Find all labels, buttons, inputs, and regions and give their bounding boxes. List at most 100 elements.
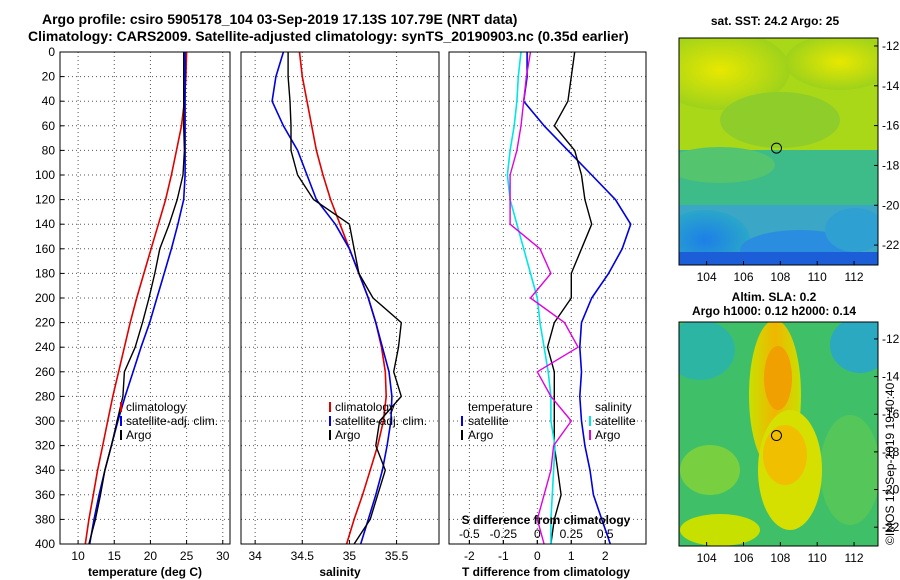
x-tick-label: 1 [568,549,575,563]
salinity-xlabel: salinity [319,565,361,579]
map-y-tick-label: -12 [882,39,900,53]
temperature-grid [60,52,230,544]
series-line-s-satellite [506,52,556,544]
temperature-panel: 0 20 40 60 80 100 120 140 160 180 200 220 240 260 280 3… [35,45,231,579]
temperature-x-ticks: 10 15 20 25 30 [71,540,230,563]
map-y-tick-label: -20 [882,198,900,212]
y-tick-label: 280 [35,389,55,403]
sst-map-x-ticks: 104 106 108 110 112 [697,261,864,284]
temperature-xlabel: temperature (deg C) [88,565,202,579]
legend-temperature-title: temperature [468,400,533,414]
y-tick-label: 300 [35,414,55,428]
x-tick-label: 15 [108,549,122,563]
salinity-lines [271,52,402,544]
series-line-climatology [84,52,188,544]
sla-map-title-2: Argo h1000: 0.12 h2000: 0.14 [692,304,856,318]
map-x-tick-label: 104 [697,270,717,284]
y-tick-label: 0 [48,45,55,59]
temperature-legend: climatology satellite-adj. clim. Argo [120,400,218,442]
series-line-satellite-adj-clim- [271,52,393,544]
y-tick-label: 200 [35,291,55,305]
map-y-tick-label: -18 [882,158,900,172]
y-tick-label: 160 [35,242,55,256]
map-x-tick-label: 108 [770,270,790,284]
x-tick-label: 30 [216,549,230,563]
legend-t-argo: Argo [468,428,494,442]
y-tick-label: 100 [35,168,55,182]
y-tick-label: 40 [42,94,56,108]
x-tick-label: 10 [71,549,85,563]
y-tick-label: 180 [35,266,55,280]
s-tick-label: -0.5 [459,527,480,541]
map-y-tick-label: -22 [882,520,900,534]
legend-climatology: climatology [126,400,186,414]
y-tick-label: 120 [35,193,55,207]
x-tick-label: 34 [248,549,262,563]
legend-s-argo: Argo [595,428,621,442]
s-tick-label: 0 [534,527,541,541]
legend-s-satellite: satellite [595,414,636,428]
title-line-2: Climatology: CARS2009. Satellite-adjuste… [28,28,629,44]
series-line-argo [287,52,402,544]
x-tick-label: 20 [144,549,158,563]
map-x-tick-label: 112 [844,551,863,565]
y-tick-label: 240 [35,340,55,354]
salinity-grid [241,52,439,544]
map-x-tick-label: 106 [733,270,753,284]
x-tick-label: 25 [180,549,194,563]
x-tick-label: 2 [602,549,609,563]
sst-map-y-ticks: -12 -14 -16 -18 -20 -22 [874,39,900,252]
argo-location-marker [770,142,782,154]
difference-frame [448,51,647,545]
map-y-tick-label: -14 [882,370,900,384]
series-line-argo [88,52,186,544]
salinity-x-ticks: 34 34.5 35 35.5 [248,540,409,563]
map-y-tick-label: -16 [882,407,900,421]
salinity-frame [240,51,440,545]
legend-salinity-title: salinity [595,400,632,414]
legend-satellite: satellite-adj. clim. [126,414,218,428]
s-tick-label: 0.5 [597,527,614,541]
y-tick-label: 80 [42,143,56,157]
map-y-tick-label: -12 [882,332,900,346]
x-tick-label: -2 [464,549,475,563]
map-y-tick-label: -22 [882,238,900,252]
s-difference-label: S difference from climatology [462,513,631,527]
series-line-t-satellite [522,52,632,544]
s-tick-label: -0.25 [490,527,518,541]
y-tick-label: 340 [35,463,55,477]
legend-argo: Argo [126,428,152,442]
map-x-tick-label: 110 [808,270,827,284]
y-tick-label: 260 [35,365,55,379]
map-y-tick-label: -20 [882,483,900,497]
series-line-t-argo [546,52,593,544]
y-tick-label: 320 [35,439,55,453]
sst-heatmap [679,38,878,265]
difference-panel: -2 -1 0 1 2 -0.5 -0.25 0 0.25 0.5 S difference f… [448,51,647,579]
salinity-legend: climatology satellite-adj. clim. Argo [329,400,427,442]
x-tick-label: 35.5 [385,549,409,563]
x-tick-label: 34.5 [291,549,315,563]
sla-map-frame [678,321,879,547]
s-tick-label: 0.25 [560,527,584,541]
sst-map-panel: sat. SST: 24.2 Argo: 25 104 106 108 110 112 … [678,14,900,284]
sst-map-frame [678,37,879,266]
difference-grid [449,52,646,544]
x-tick-label: 35 [343,549,357,563]
x-tick-label: 0 [534,549,541,563]
temperature-lines [84,52,188,544]
sla-map-x-ticks: 104 106 108 110 112 [697,542,864,565]
temperature-y-ticks: 0 20 40 60 80 100 120 140 160 180 200 220 240 260 280 3… [35,45,64,551]
imos-watermark: ©IMOS 12-Sep-2019 19:40:40 [883,382,897,545]
map-x-tick-label: 110 [808,551,827,565]
x-tick-label: -1 [498,549,509,563]
y-tick-label: 380 [35,512,55,526]
sst-map-title: sat. SST: 24.2 Argo: 25 [711,14,840,28]
difference-x-ticks: -2 -1 0 1 2 [464,540,609,563]
y-tick-label: 140 [35,217,55,231]
t-difference-xlabel: T difference from climatology [462,565,630,579]
map-x-tick-label: 106 [733,551,753,565]
map-y-tick-label: -16 [882,119,900,133]
sla-heatmap [679,322,878,546]
